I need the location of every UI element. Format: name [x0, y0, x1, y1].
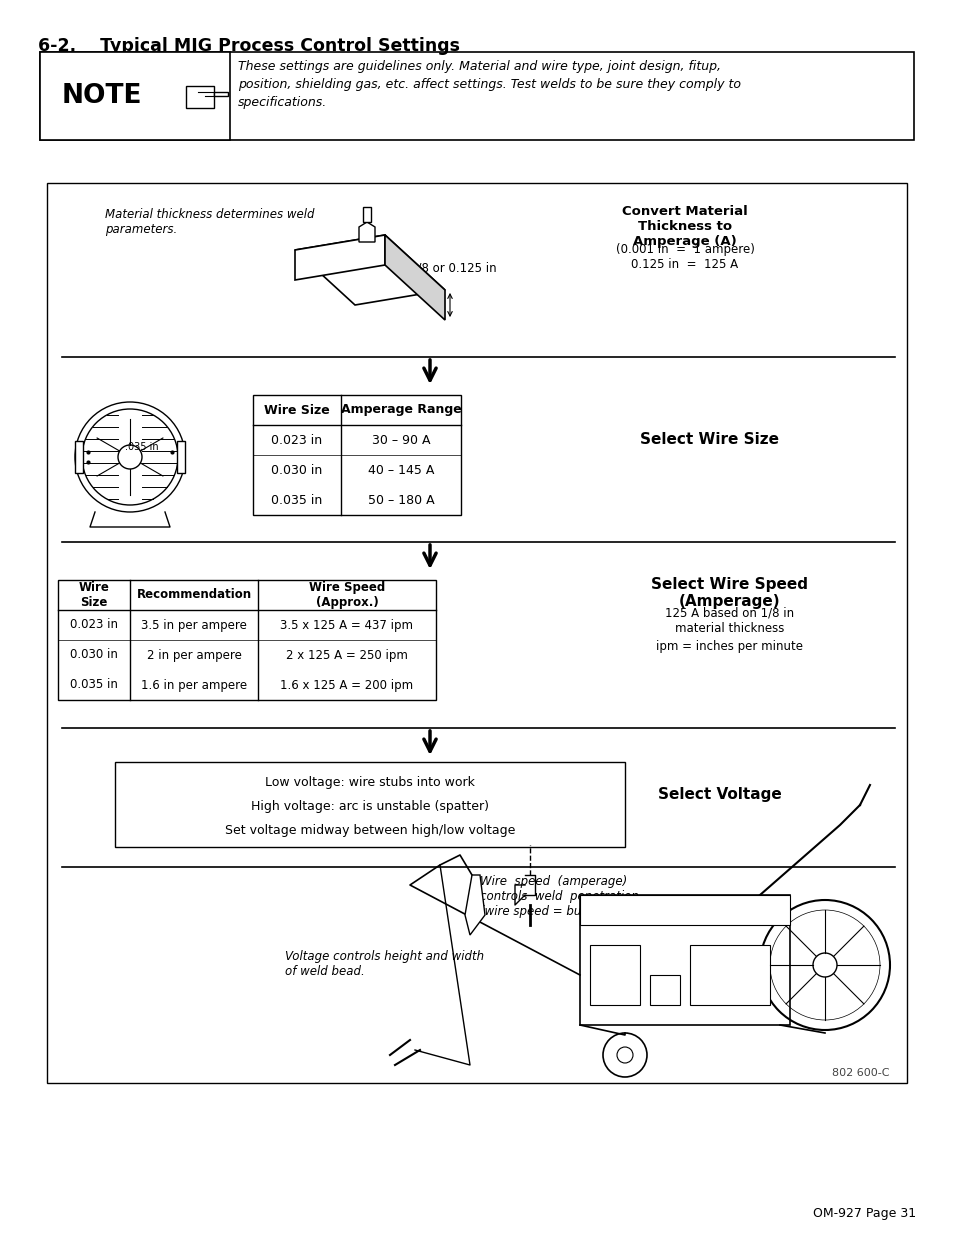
Bar [649, 974, 679, 1005]
Text: (0.001 in  =  1 ampere)
0.125 in  =  125 A: (0.001 in = 1 ampere) 0.125 in = 125 A [615, 243, 754, 270]
Bar [40, 52, 913, 140]
Polygon shape [294, 235, 444, 305]
Text: Recommendation: Recommendation [136, 589, 252, 601]
Text: 0.035 in: 0.035 in [70, 678, 118, 692]
Text: Wire
Size: Wire Size [78, 580, 110, 609]
Text: Wire Speed
(Approx.): Wire Speed (Approx.) [309, 580, 385, 609]
Text: 125 A based on 1/8 in
material thickness: 125 A based on 1/8 in material thickness [665, 606, 794, 635]
Bar [75, 441, 83, 473]
Bar [689, 945, 769, 1005]
Text: 1/8 or 0.125 in: 1/8 or 0.125 in [410, 262, 497, 274]
Text: Select Wire Speed
(Amperage): Select Wire Speed (Amperage) [651, 577, 807, 609]
Text: These settings are guidelines only. Material and wire type, joint design, fitup,: These settings are guidelines only. Mate… [237, 61, 740, 109]
Text: Material thickness determines weld
parameters.: Material thickness determines weld param… [105, 207, 314, 236]
Polygon shape [363, 207, 371, 222]
Text: .035 in: .035 in [125, 442, 158, 452]
Text: OM-927 Page 31: OM-927 Page 31 [812, 1207, 915, 1220]
Text: 3.5 x 125 A = 437 ipm: 3.5 x 125 A = 437 ipm [280, 619, 413, 631]
Text: 40 – 145 A: 40 – 145 A [368, 463, 434, 477]
Bar [186, 86, 213, 107]
Text: Set voltage midway between high/low voltage: Set voltage midway between high/low volt… [225, 824, 515, 837]
Bar [177, 441, 185, 473]
Text: 2 in per ampere: 2 in per ampere [147, 648, 241, 662]
Text: 802 600-C: 802 600-C [832, 1068, 889, 1078]
Polygon shape [358, 222, 375, 242]
Polygon shape [385, 235, 444, 320]
Bar [253, 395, 460, 515]
Text: 2 x 125 A = 250 ipm: 2 x 125 A = 250 ipm [286, 648, 408, 662]
Text: High voltage: arc is unstable (spatter): High voltage: arc is unstable (spatter) [251, 800, 489, 813]
Text: 0.030 in: 0.030 in [271, 463, 322, 477]
Text: Select Wire Size: Select Wire Size [639, 432, 779, 447]
Text: 0.035 in: 0.035 in [271, 494, 322, 506]
Text: 6-2.    Typical MIG Process Control Settings: 6-2. Typical MIG Process Control Setting… [38, 37, 459, 56]
Text: Wire  speed  (amperage)
controls  weld  penetration
(wire speed = burn-off rate): Wire speed (amperage) controls weld pene… [479, 876, 645, 918]
Text: 3.5 in per ampere: 3.5 in per ampere [141, 619, 247, 631]
Polygon shape [294, 235, 385, 280]
Bar [58, 580, 436, 700]
Bar [40, 52, 230, 140]
Text: Wire Size: Wire Size [264, 404, 330, 416]
Text: 1.6 in per ampere: 1.6 in per ampere [141, 678, 247, 692]
Text: 50 – 180 A: 50 – 180 A [367, 494, 434, 506]
Bar [115, 762, 624, 847]
Text: Select Voltage: Select Voltage [658, 788, 781, 803]
Bar [579, 895, 789, 925]
Text: NOTE: NOTE [62, 83, 142, 109]
Text: Low voltage: wire stubs into work: Low voltage: wire stubs into work [265, 776, 475, 789]
Text: 0.023 in: 0.023 in [70, 619, 118, 631]
Text: Convert Material
Thickness to
Amperage (A): Convert Material Thickness to Amperage (… [621, 205, 747, 248]
Text: 0.023 in: 0.023 in [272, 433, 322, 447]
Text: 0.030 in: 0.030 in [70, 648, 118, 662]
Text: 1.6 x 125 A = 200 ipm: 1.6 x 125 A = 200 ipm [280, 678, 414, 692]
Text: Voltage controls height and width
of weld bead.: Voltage controls height and width of wel… [285, 950, 483, 978]
Bar [47, 183, 906, 1083]
Text: Amperage Range: Amperage Range [340, 404, 461, 416]
Bar [579, 895, 789, 1025]
Polygon shape [213, 91, 228, 96]
Polygon shape [464, 876, 484, 935]
Bar [589, 945, 639, 1005]
Text: 30 – 90 A: 30 – 90 A [372, 433, 430, 447]
Text: ipm = inches per minute: ipm = inches per minute [656, 640, 802, 653]
